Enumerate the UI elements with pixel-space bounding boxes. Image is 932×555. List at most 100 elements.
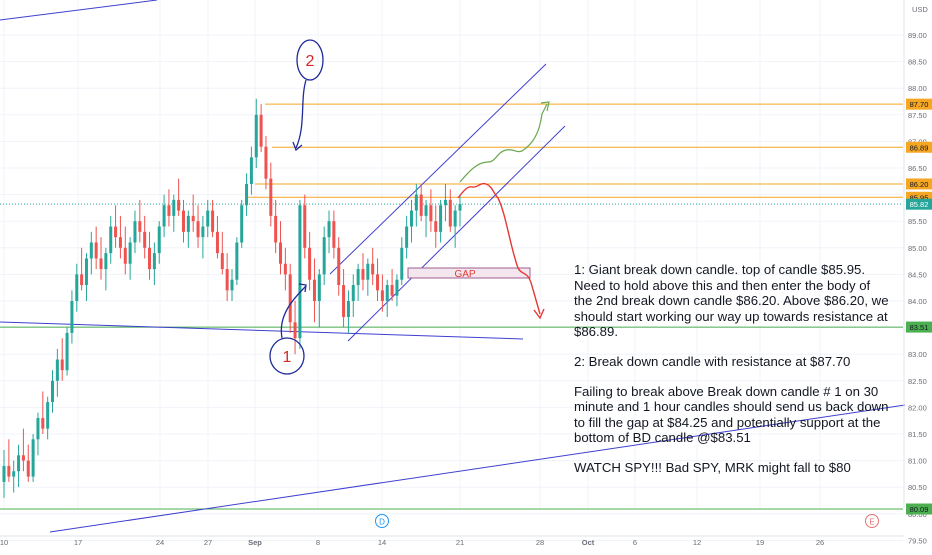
candle — [148, 231, 152, 280]
candle — [2, 449, 6, 498]
candle — [177, 178, 181, 216]
candle-body — [235, 242, 239, 280]
candle — [269, 162, 273, 227]
candle — [7, 439, 11, 482]
candle-body — [123, 247, 127, 264]
candle-body — [264, 146, 268, 179]
candle — [434, 205, 438, 248]
annotation-arrow-head-1 — [298, 283, 307, 293]
candle-body — [7, 465, 11, 477]
candle — [215, 215, 219, 259]
candle-body — [191, 215, 195, 222]
candle-body — [356, 269, 360, 286]
candle-body — [109, 226, 113, 254]
candle-body — [249, 157, 253, 184]
candle — [211, 199, 215, 238]
candle-body — [114, 226, 118, 238]
candle — [60, 338, 64, 381]
trend-line-top-left — [0, 0, 158, 21]
candle — [439, 199, 443, 243]
candle-body — [419, 194, 423, 216]
last-price-label: 85.82 — [910, 200, 929, 209]
level-tag-label: 85.95 — [910, 193, 929, 202]
price-tick-label: 83.00 — [908, 350, 927, 359]
candle — [453, 205, 457, 248]
time-tick-label: 26 — [816, 538, 824, 547]
candle-body — [279, 242, 283, 264]
candle-body — [75, 274, 79, 301]
candle-body — [400, 247, 404, 280]
candle-body — [390, 285, 394, 296]
candle-body — [429, 205, 433, 222]
candle-body — [346, 301, 350, 317]
grid — [0, 0, 903, 541]
candle-body — [288, 274, 292, 323]
annotation-arrow-head-2 — [292, 141, 303, 152]
candle — [288, 263, 292, 333]
candle — [191, 194, 195, 232]
candle-body — [17, 455, 21, 472]
bearish-projection-path — [457, 182, 541, 315]
candle — [356, 263, 360, 301]
candle — [400, 237, 404, 286]
candle-body — [409, 210, 413, 227]
candle — [70, 290, 74, 344]
candle-body — [36, 418, 40, 440]
candle — [274, 199, 278, 254]
candle-body — [148, 247, 152, 270]
candle-body — [303, 205, 307, 248]
level-tag-label: 86.89 — [910, 143, 929, 152]
price-tick-label: 80.50 — [908, 483, 927, 492]
candle — [172, 194, 176, 232]
support-line-horizontal — [0, 321, 524, 340]
projection-paths — [457, 101, 550, 320]
candle — [186, 210, 190, 248]
price-tick-label: 79.50 — [908, 536, 927, 545]
candle-body — [80, 274, 84, 286]
analysis-note: 1: Giant break down candle. top of candl… — [574, 262, 892, 490]
candle — [245, 173, 249, 216]
note-paragraph-4: WATCH SPY!!! Bad SPY, MRK might fall to … — [574, 459, 851, 475]
candle-body — [12, 471, 16, 477]
earnings-mark[interactable] — [865, 514, 879, 528]
price-tick-label: 88.50 — [908, 58, 927, 67]
candle — [118, 215, 122, 259]
time-axis: 10 17 24 27 Sep 8 14 21 28 Oct 6 12 19 26 — [0, 535, 904, 547]
annotation-circle-1 — [269, 337, 305, 375]
candle — [128, 237, 132, 280]
level-tag-label: 86.20 — [910, 180, 929, 189]
dividend-mark-label: D — [379, 518, 385, 527]
note-paragraph-1: 1: Giant break down candle. top of candl… — [574, 262, 889, 340]
candle-body — [167, 205, 171, 216]
candle — [259, 104, 263, 153]
candle — [371, 247, 375, 286]
last-price-tag — [906, 198, 932, 210]
candle-body — [371, 263, 375, 275]
candle-body — [143, 231, 147, 248]
price-tick-label: 86.50 — [908, 164, 927, 173]
time-tick-label: 27 — [204, 538, 212, 547]
candle — [283, 247, 287, 291]
candle-body — [94, 242, 98, 259]
candle — [41, 391, 45, 434]
candle-body — [240, 205, 244, 243]
candle-body — [405, 226, 409, 248]
candle — [312, 258, 316, 323]
candle — [395, 274, 399, 307]
annotation-arrow-2 — [295, 79, 307, 149]
price-tick-label: 88.00 — [908, 84, 927, 93]
candle — [65, 327, 69, 376]
candle — [55, 348, 59, 397]
candle-body — [162, 205, 166, 227]
candle-body — [225, 269, 229, 291]
dividend-mark[interactable] — [375, 514, 389, 528]
candle — [448, 189, 452, 232]
candle-body — [60, 359, 64, 371]
price-tick-label: 85.00 — [908, 244, 927, 253]
time-tick-label: 24 — [156, 538, 164, 547]
bullish-projection-path — [459, 103, 548, 183]
time-tick-label: 10 — [0, 538, 8, 547]
candle — [409, 199, 413, 243]
candle-body — [298, 205, 302, 339]
